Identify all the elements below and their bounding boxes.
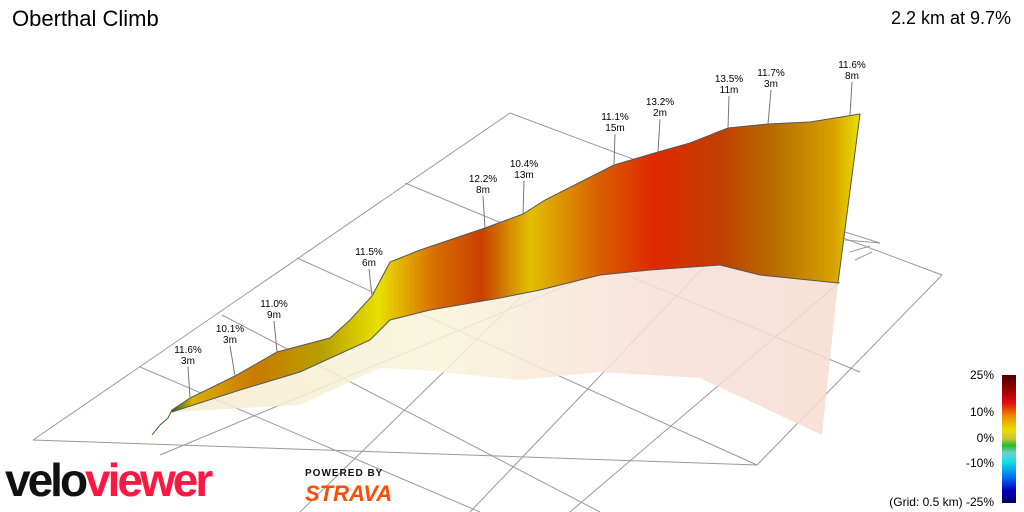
logo-viewer: viewer — [85, 454, 213, 506]
annotation-length: 13m — [514, 170, 533, 181]
annotation: 11.7%3m — [757, 68, 785, 125]
annotation-leader-line — [613, 133, 616, 166]
grid-note: (Grid: 0.5 km) — [889, 495, 963, 509]
annotation-leader-line — [849, 81, 853, 116]
annotation-gradient: 10.4% — [510, 159, 538, 170]
annotation-length: 11m — [720, 85, 739, 96]
annotation-leader-line — [482, 195, 486, 229]
annotation: 13.2%2m — [646, 97, 674, 153]
annotation: 12.2%8m — [469, 174, 497, 229]
grid-line — [139, 366, 481, 512]
annotation-length: 8m — [845, 71, 859, 82]
direction-arrows — [844, 231, 881, 261]
annotation-length: 2m — [653, 108, 667, 119]
legend-tick-neg25: -25% — [965, 495, 994, 509]
profile-start-line — [151, 409, 173, 436]
annotation-length: 6m — [362, 258, 376, 269]
annotation-gradient: 11.0% — [260, 299, 288, 310]
legend-tick-10: 10% — [969, 405, 994, 419]
annotation-gradient: 11.1% — [601, 112, 629, 123]
annotation-gradient: 11.7% — [757, 68, 785, 79]
veloviewer-logo[interactable]: veloviewer — [5, 454, 213, 506]
grid-line — [756, 274, 943, 466]
annotation-length: 15m — [605, 123, 624, 134]
profile-shadow — [172, 265, 838, 435]
annotation-gradient: 11.6% — [174, 345, 202, 356]
direction-arrow-icon — [854, 251, 873, 261]
annotation: 11.5%6m — [355, 247, 383, 297]
direction-arrow-icon — [849, 245, 871, 253]
annotation-leader-line — [767, 89, 772, 125]
annotation-length: 3m — [223, 335, 237, 346]
annotation-length: 8m — [476, 185, 490, 196]
climb-title: Oberthal Climb — [12, 6, 159, 31]
legend-tick-0: 0% — [976, 431, 994, 445]
legend-tick-25: 25% — [969, 368, 994, 382]
annotation: 11.1%15m — [601, 112, 629, 166]
annotation-leader-line — [273, 320, 278, 353]
direction-arrow-icon — [844, 231, 881, 244]
annotation-leader-line — [187, 366, 191, 399]
annotation-leader-line — [522, 180, 525, 215]
annotation-leader-line — [657, 118, 661, 153]
gradient-annotations: 11.6%3m10.1%3m11.0%9m11.5%6m12.2%8m10.4%… — [174, 60, 866, 399]
annotation-leader-line — [229, 345, 236, 377]
logo-velo: velo — [5, 454, 88, 506]
annotation-gradient: 12.2% — [469, 174, 497, 185]
annotation-gradient: 13.5% — [715, 74, 743, 85]
annotation-gradient: 10.1% — [216, 324, 244, 335]
strava-logo[interactable]: STRAVA — [305, 481, 393, 506]
annotation: 13.5%11m — [715, 74, 743, 129]
annotation-gradient: 11.5% — [355, 247, 383, 258]
annotation-length: 3m — [764, 79, 778, 90]
legend-tick-neg25-row: (Grid: 0.5 km) -25% — [889, 495, 994, 509]
legend-tick-neg10: -10% — [965, 456, 994, 470]
annotation-leader-line — [368, 268, 373, 297]
powered-by-label: POWERED BY — [305, 468, 384, 479]
direction-arrow-icon — [844, 239, 881, 244]
annotation: 10.1%3m — [216, 324, 244, 377]
gradient-legend-bar — [1002, 375, 1016, 503]
annotation: 11.6%3m — [174, 345, 202, 399]
annotation: 11.0%9m — [260, 299, 288, 353]
grid-line — [32, 439, 758, 466]
annotation-length: 3m — [181, 356, 195, 367]
annotation-length: 9m — [267, 310, 281, 321]
annotation-gradient: 11.6% — [838, 60, 866, 71]
annotation-leader-line — [727, 95, 730, 129]
grid-line — [221, 314, 601, 512]
annotation-gradient: 13.2% — [646, 97, 674, 108]
grid-line — [32, 112, 511, 441]
climb-summary: 2.2 km at 9.7% — [890, 8, 1011, 28]
annotation: 11.6%8m — [838, 60, 866, 116]
annotation: 10.4%13m — [510, 159, 538, 215]
